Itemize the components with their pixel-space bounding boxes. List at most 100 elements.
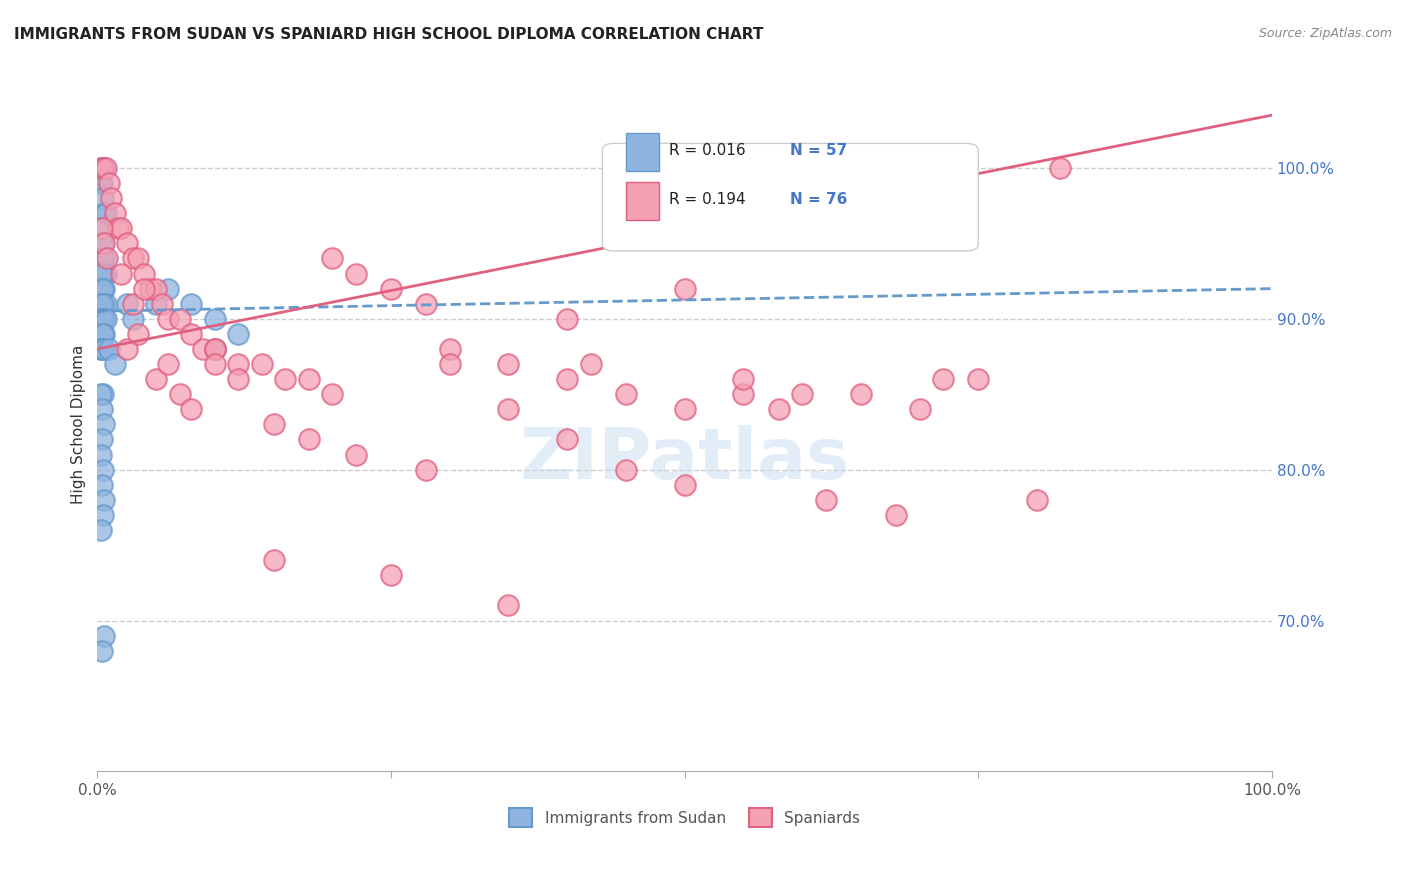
Point	[169, 311, 191, 326]
Text: N = 76: N = 76	[790, 192, 848, 207]
Point	[90, 176, 112, 190]
Point	[104, 206, 127, 220]
Point	[91, 221, 114, 235]
Point	[226, 372, 249, 386]
Point	[204, 342, 226, 356]
Point	[110, 221, 132, 235]
Point	[134, 282, 156, 296]
Point	[145, 282, 167, 296]
Point	[91, 433, 114, 447]
Point	[115, 236, 138, 251]
Point	[90, 161, 112, 175]
Point	[93, 282, 115, 296]
Point	[849, 387, 872, 401]
Point	[93, 342, 115, 356]
Point	[91, 161, 114, 175]
Point	[263, 417, 285, 432]
Point	[579, 357, 602, 371]
Point	[93, 492, 115, 507]
Point	[204, 342, 226, 356]
Point	[250, 357, 273, 371]
Point	[1049, 161, 1071, 175]
Point	[91, 508, 114, 522]
Point	[169, 387, 191, 401]
Point	[344, 448, 367, 462]
Point	[321, 387, 343, 401]
Point	[790, 387, 813, 401]
Point	[90, 236, 112, 251]
Point	[415, 296, 437, 310]
Point	[121, 296, 143, 310]
Point	[156, 282, 179, 296]
Point	[90, 387, 112, 401]
Point	[908, 402, 931, 417]
Y-axis label: High School Diploma: High School Diploma	[72, 344, 86, 504]
Point	[150, 296, 173, 310]
FancyBboxPatch shape	[626, 182, 659, 219]
Point	[91, 342, 114, 356]
Text: Source: ZipAtlas.com: Source: ZipAtlas.com	[1258, 27, 1392, 40]
Point	[298, 433, 321, 447]
Point	[93, 252, 115, 266]
Point	[498, 599, 520, 613]
Point	[91, 161, 114, 175]
Point	[673, 477, 696, 491]
Point	[91, 402, 114, 417]
Point	[90, 523, 112, 537]
Point	[94, 161, 117, 175]
Point	[91, 176, 114, 190]
Point	[100, 191, 122, 205]
Point	[204, 342, 226, 356]
Point	[274, 372, 297, 386]
Text: R = 0.016: R = 0.016	[669, 144, 747, 159]
Point	[191, 342, 214, 356]
Point	[439, 357, 461, 371]
Point	[115, 296, 138, 310]
Point	[380, 568, 402, 582]
Point	[98, 342, 121, 356]
Point	[91, 221, 114, 235]
Point	[121, 311, 143, 326]
Point	[91, 643, 114, 657]
Point	[156, 357, 179, 371]
Point	[91, 326, 114, 341]
Point	[298, 372, 321, 386]
Point	[673, 402, 696, 417]
Point	[110, 267, 132, 281]
Point	[98, 176, 121, 190]
Point	[614, 463, 637, 477]
Text: N = 57: N = 57	[790, 144, 848, 159]
Point	[90, 311, 112, 326]
Point	[884, 508, 907, 522]
Point	[967, 372, 990, 386]
Point	[104, 357, 127, 371]
Point	[555, 433, 578, 447]
Point	[90, 342, 112, 356]
Point	[91, 296, 114, 310]
Point	[90, 282, 112, 296]
Legend: Immigrants from Sudan, Spaniards: Immigrants from Sudan, Spaniards	[503, 802, 866, 833]
Point	[94, 206, 117, 220]
Point	[127, 326, 149, 341]
Point	[555, 372, 578, 386]
Point	[180, 296, 202, 310]
Point	[93, 236, 115, 251]
Point	[94, 311, 117, 326]
FancyBboxPatch shape	[626, 133, 659, 171]
Point	[932, 372, 955, 386]
Point	[91, 252, 114, 266]
Point	[498, 402, 520, 417]
Point	[93, 417, 115, 432]
Point	[344, 267, 367, 281]
Point	[91, 267, 114, 281]
Point	[107, 221, 129, 235]
Point	[263, 553, 285, 567]
Point	[93, 161, 115, 175]
Point	[768, 402, 790, 417]
Point	[91, 236, 114, 251]
Point	[139, 282, 162, 296]
Point	[180, 402, 202, 417]
Point	[673, 282, 696, 296]
Point	[115, 342, 138, 356]
Point	[93, 326, 115, 341]
